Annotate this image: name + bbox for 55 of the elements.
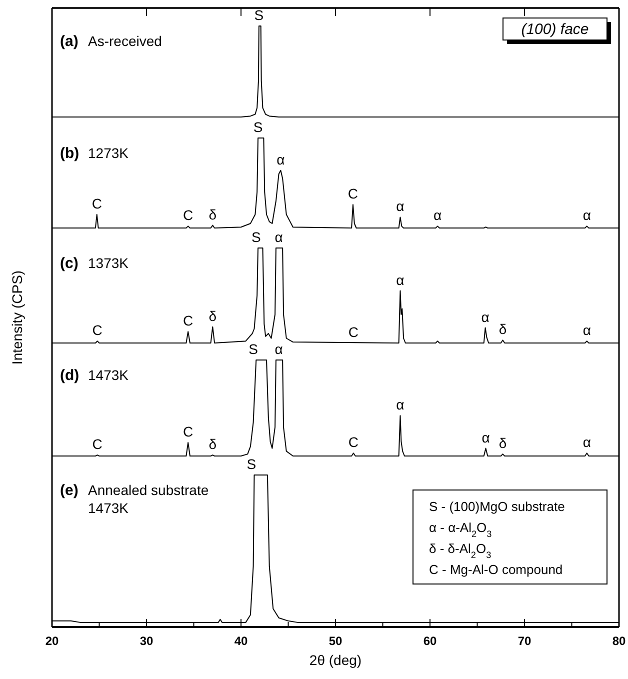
x-tick-label: 50 — [328, 634, 342, 648]
text: 1473K — [88, 367, 130, 383]
annotation: δ — [498, 321, 507, 338]
annotation: α — [274, 229, 283, 245]
annotation: C — [183, 207, 194, 224]
annotation: δ — [498, 435, 507, 452]
x-tick-label: 20 — [45, 634, 59, 648]
annotation: C - Mg-Al-O compound — [429, 562, 563, 577]
text: Annealed substrate 1473K — [88, 482, 209, 516]
annotation: δ — [208, 436, 217, 452]
annotation: δ - δ-Al$_{2}$O$_{3}$ — [429, 541, 492, 560]
annotation: α — [274, 341, 283, 357]
annotation: α — [396, 272, 404, 288]
annotation: S — [253, 119, 263, 135]
text: (d) — [60, 367, 80, 384]
annotation: α — [481, 308, 490, 325]
annotation: α - α-Al$_{2}$O$_{3}$ — [429, 520, 492, 539]
annotation: α — [482, 429, 490, 446]
text: (a) — [60, 33, 78, 50]
text: (e) — [60, 482, 78, 499]
annotation: α — [276, 151, 285, 168]
annotation: α — [582, 434, 591, 450]
annotation: α — [582, 207, 591, 224]
annotation: C — [92, 436, 102, 452]
annotation: S — [248, 341, 258, 357]
annotation: C — [183, 424, 194, 440]
text: 1273K — [88, 145, 130, 161]
annotation: C — [348, 186, 358, 202]
annotation: S - (100)MgO substrate — [429, 499, 565, 514]
x-axis-title: 2θ (deg) — [309, 652, 362, 668]
text: As-received — [88, 33, 162, 49]
x-tick-label: 60 — [423, 634, 437, 648]
annotation: C — [348, 434, 359, 450]
annotation: α — [582, 322, 591, 338]
annotation: C — [92, 196, 102, 212]
y-axis-title: Intensity (CPS) — [9, 270, 25, 365]
text: 1373K — [88, 255, 130, 271]
annotation: C — [183, 312, 194, 329]
annotation: C — [348, 324, 359, 340]
annotation: α — [396, 198, 404, 214]
annotation: α — [396, 396, 404, 413]
annotation: δ — [208, 308, 217, 324]
annotation: (100) face — [521, 21, 589, 38]
annotation: C — [92, 322, 102, 338]
text: (b) — [60, 145, 80, 162]
x-tick-label: 30 — [140, 634, 154, 648]
x-tick-label: 70 — [518, 634, 532, 648]
x-tick-label: 40 — [234, 634, 248, 648]
annotation: S — [254, 7, 264, 23]
annotation: S — [251, 229, 261, 245]
annotation: S — [246, 456, 256, 472]
annotation: δ — [208, 206, 217, 222]
annotation: α — [434, 207, 442, 224]
x-tick-label: 80 — [612, 634, 626, 648]
text: (c) — [60, 255, 78, 272]
